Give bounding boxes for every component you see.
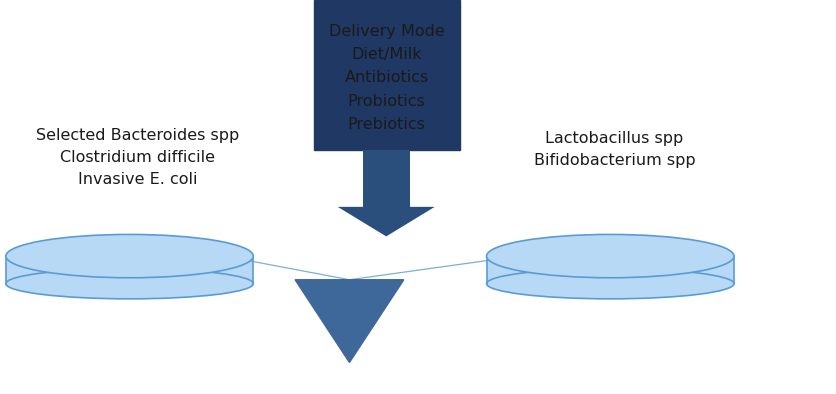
Bar — [487, 256, 734, 284]
Ellipse shape — [487, 234, 734, 278]
Polygon shape — [295, 280, 404, 362]
Polygon shape — [338, 207, 435, 236]
Bar — [363, 150, 410, 207]
Text: Lactobacillus spp
Bifidobacterium spp: Lactobacillus spp Bifidobacterium spp — [533, 131, 696, 168]
Bar — [6, 256, 253, 284]
Text: Delivery Mode
Diet/Milk
Antibiotics
Probiotics
Prebiotics: Delivery Mode Diet/Milk Antibiotics Prob… — [329, 24, 445, 132]
Ellipse shape — [487, 269, 734, 299]
Ellipse shape — [6, 234, 253, 278]
Ellipse shape — [6, 269, 253, 299]
Text: Selected Bacteroides spp
Clostridium difficile
Invasive E. coli: Selected Bacteroides spp Clostridium dif… — [36, 128, 240, 187]
Bar — [314, 0, 460, 150]
